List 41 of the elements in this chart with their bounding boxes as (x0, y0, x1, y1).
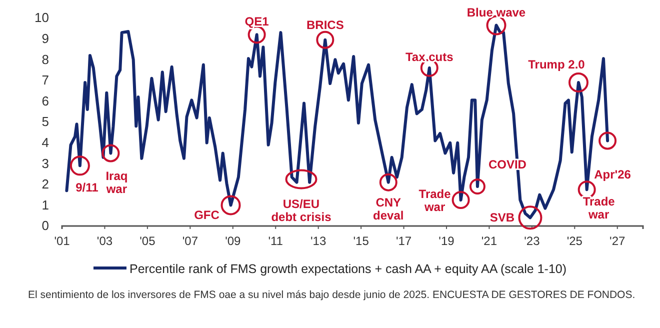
x-tick-label: '09 (225, 234, 242, 248)
annotation: Tax cuts (406, 50, 454, 64)
x-tick-label: '21 (481, 234, 498, 248)
annotation: US/EU debt crisis (271, 197, 332, 224)
y-tick-label: 5 (42, 114, 49, 130)
x-tick-label: '19 (438, 234, 455, 248)
x-tick-label: '25 (566, 234, 583, 248)
annotation: Trade war (418, 187, 452, 214)
annotation: Blue wave (466, 5, 526, 20)
x-tick-label: '27 (610, 234, 626, 248)
y-tick-label: 7 (42, 72, 49, 88)
annotation: Trump 2.0 (528, 57, 586, 72)
annotation: GFC (194, 208, 220, 222)
annotation: CNY deval (373, 195, 404, 222)
y-tick-label: 3 (42, 156, 49, 171)
y-tick-label: 1 (42, 197, 49, 212)
x-tick-label: '01 (54, 234, 70, 248)
legend-label: Percentile rank of FMS growth expectations + cash AA + equity AA (scale 1-10) (129, 262, 567, 276)
x-tick-label: '15 (353, 234, 370, 248)
y-tick-label: 2 (42, 176, 49, 192)
x-tick-label: '11 (268, 234, 284, 248)
y-tick-label: 9 (42, 30, 49, 46)
annotation: 9/11 (76, 180, 99, 195)
x-tick-label: '23 (524, 234, 540, 248)
y-tick-label: 0 (42, 218, 49, 234)
x-tick-label: '05 (140, 234, 156, 248)
x-tick-label: '17 (396, 234, 412, 248)
annotation: BRICS (306, 18, 344, 32)
y-tick-label: 8 (42, 52, 49, 67)
annotation: Apr'26 (594, 168, 632, 182)
x-tick-label: '03 (96, 234, 113, 248)
annotation: Iraq war (105, 169, 128, 196)
x-tick-label: '13 (310, 234, 326, 248)
annotation: Trade war (582, 194, 616, 222)
annotation: QE1 (244, 14, 270, 29)
annotation: SVB (490, 210, 515, 225)
x-tick-label: '07 (182, 234, 198, 248)
text: El sentimiento de los inversores de FMS oae a su nivel más bajo desde junio de 2025. ENCUESTA DE GESTORES DE FONDOS. (28, 289, 636, 301)
y-tick-label: 10 (34, 10, 49, 26)
y-tick-label: 4 (42, 134, 49, 150)
y-tick-label: 6 (42, 93, 49, 108)
